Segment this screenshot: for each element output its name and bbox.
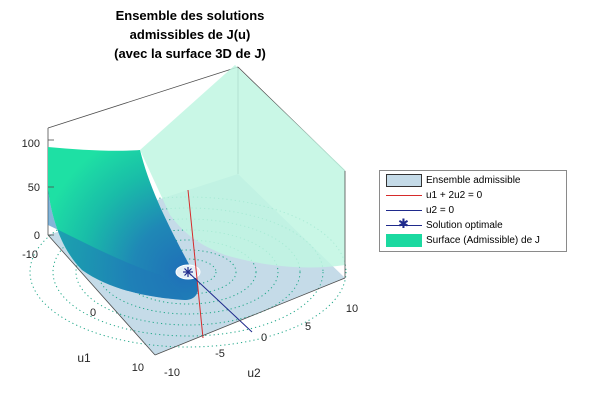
legend-item-admissible-set: Ensemble admissible [380, 173, 566, 188]
u2-tick-label-0: 0 [261, 332, 267, 344]
z-tick-label-0: 0 [34, 230, 40, 242]
optimal-solution-marker [183, 267, 193, 277]
u2-tick-label-minus5: -5 [215, 348, 225, 360]
legend-swatch-optimal-solution: ✱ [386, 217, 422, 232]
legend-item-boundary-line: u2 = 0 [380, 203, 566, 218]
u1-tick-label-minus10: -10 [22, 249, 38, 261]
legend-item-optimal-solution: ✱ Solution optimale [380, 217, 566, 233]
z-tick-label-50: 50 [28, 182, 40, 194]
axis-box-front [47, 171, 346, 356]
surface-front-fill [48, 190, 185, 300]
legend: Ensemble admissible u1 + 2u2 = 0 u2 = 0 … [379, 170, 567, 252]
u2-tick-label-minus10: -10 [164, 367, 180, 379]
boundary-line [187, 271, 253, 333]
legend-label-constraint-line: u1 + 2u2 = 0 [426, 190, 483, 201]
asterisk-icon: ✱ [398, 217, 409, 232]
u1-tick-label-10: 10 [132, 362, 144, 374]
legend-swatch-constraint-line [386, 189, 422, 202]
constraint-line [187, 189, 204, 339]
legend-swatch-boundary-line [386, 204, 422, 217]
u1-axis-label: u1 [77, 351, 91, 365]
legend-label-admissible-set: Ensemble admissible [426, 175, 521, 186]
z-axis-ticks [48, 139, 54, 236]
chart-title-line-2: admissibles de J(u) [130, 27, 251, 42]
legend-swatch-surface [386, 234, 422, 247]
legend-swatch-admissible-set [386, 174, 422, 187]
surface-transparent-part [140, 65, 345, 268]
legend-label-optimal-solution: Solution optimale [426, 220, 503, 231]
u2-tick-label-5: 5 [305, 321, 311, 333]
legend-item-surface: Surface (Admissible) de J [380, 233, 566, 248]
u2-axis-label: u2 [247, 366, 261, 380]
legend-item-constraint-line: u1 + 2u2 = 0 [380, 188, 566, 203]
u2-tick-label-10: 10 [346, 303, 358, 315]
u1-tick-label-0: 0 [90, 307, 96, 319]
chart-title-line-1: Ensemble des solutions [116, 8, 265, 23]
legend-label-surface: Surface (Admissible) de J [426, 235, 540, 246]
z-tick-label-100: 100 [22, 138, 40, 150]
chart-title-line-3: (avec la surface 3D de J) [114, 46, 266, 61]
legend-label-boundary-line: u2 = 0 [426, 205, 455, 216]
